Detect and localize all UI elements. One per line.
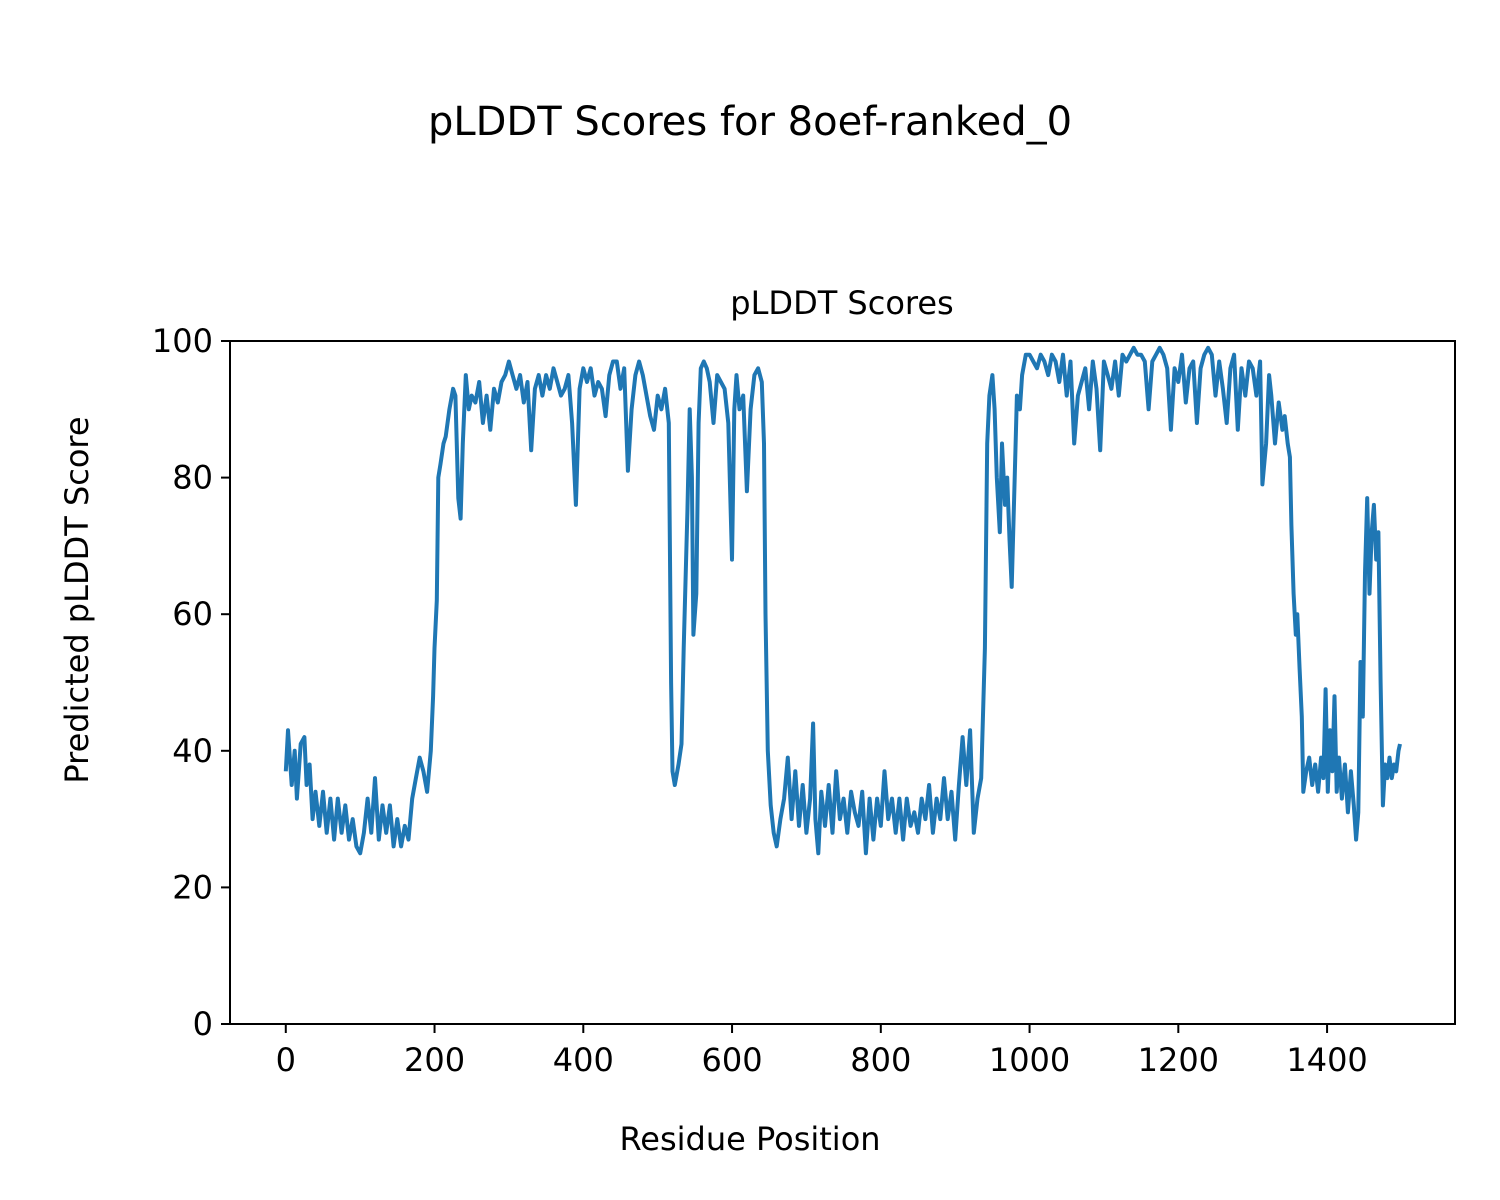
axes-frame — [229, 340, 1456, 1025]
y-tick-label: 20 — [172, 868, 213, 906]
x-tick-label: 200 — [404, 1041, 465, 1079]
axes-title: pLDDT Scores — [730, 284, 953, 322]
y-tick-label: 40 — [172, 732, 213, 770]
x-tick-label: 0 — [276, 1041, 296, 1079]
x-tick-label: 1000 — [989, 1041, 1070, 1079]
y-axis-label: Predicted pLDDT Score — [58, 416, 96, 783]
x-tick-label: 1400 — [1286, 1041, 1367, 1079]
x-axis-label: Residue Position — [619, 1120, 880, 1158]
y-tick-label: 100 — [152, 322, 213, 360]
plddt-series-line — [283, 345, 1402, 856]
y-tick-label: 0 — [193, 1005, 213, 1043]
x-tick-label: 800 — [850, 1041, 911, 1079]
x-tick-label: 1200 — [1138, 1041, 1219, 1079]
figure-suptitle: pLDDT Scores for 8oef-ranked_0 — [428, 99, 1072, 145]
y-tick-label: 60 — [172, 595, 213, 633]
x-tick-label: 600 — [702, 1041, 763, 1079]
x-tick-label: 400 — [553, 1041, 614, 1079]
y-tick-label: 80 — [172, 459, 213, 497]
